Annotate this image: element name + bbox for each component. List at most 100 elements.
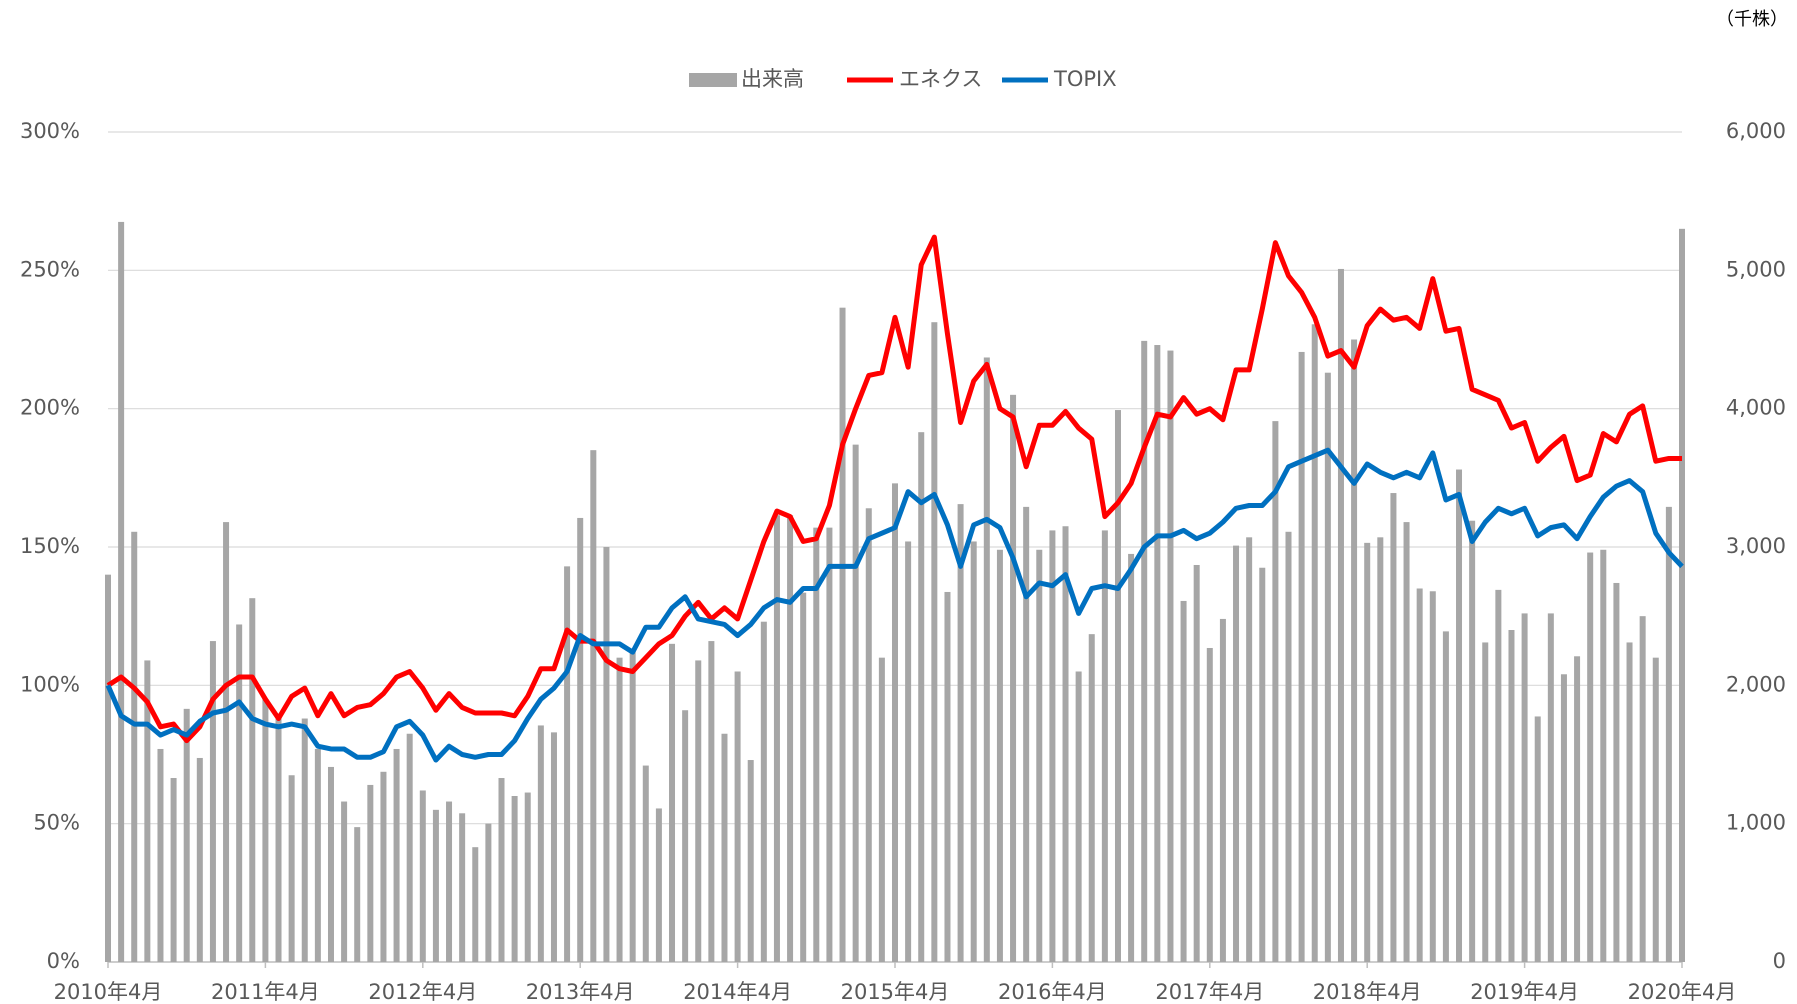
bar <box>773 515 780 962</box>
bar <box>1167 350 1174 963</box>
y2-tick-label: 1,000 <box>1726 811 1786 835</box>
y-tick-label: 250% <box>20 257 80 281</box>
bar <box>118 221 125 962</box>
bar <box>931 322 938 962</box>
y2-tick-label: 3,000 <box>1726 534 1786 558</box>
legend-label: 出来高 <box>741 67 804 91</box>
bar <box>419 790 426 962</box>
line <box>106 234 1682 744</box>
y-tick-label: 100% <box>20 672 80 696</box>
bar <box>131 531 138 962</box>
bar <box>1101 530 1108 962</box>
bar <box>157 748 164 962</box>
bar <box>196 757 203 962</box>
bar <box>957 504 964 962</box>
bar <box>865 508 872 962</box>
bar <box>1023 506 1030 962</box>
x-tick-label: 2019年4月 <box>1470 980 1579 1004</box>
y2-tick-label: 6,000 <box>1726 119 1786 143</box>
bar <box>564 566 571 962</box>
bar <box>747 760 754 962</box>
bar <box>1521 613 1528 962</box>
bar <box>288 775 295 962</box>
bar <box>406 733 413 962</box>
bar <box>249 598 256 962</box>
bar <box>983 357 990 962</box>
bar <box>1062 526 1069 962</box>
bar <box>327 766 334 962</box>
bar <box>1508 630 1515 962</box>
bar <box>682 710 689 962</box>
bar <box>209 641 216 962</box>
bar <box>616 657 623 962</box>
bar <box>1233 545 1240 962</box>
bar <box>432 809 439 962</box>
bar <box>1193 564 1200 962</box>
x-tick-label: 2020年4月 <box>1628 980 1737 1004</box>
bar <box>590 450 597 962</box>
bar <box>996 549 1003 962</box>
y-tick-label: 300% <box>20 119 80 143</box>
bar <box>1219 618 1226 962</box>
bar <box>892 483 898 962</box>
bar <box>905 541 912 962</box>
bar <box>275 714 282 962</box>
bar <box>1128 553 1135 962</box>
bar <box>1429 591 1436 962</box>
bar <box>524 792 531 962</box>
x-tick-label: 2015年4月 <box>841 980 950 1004</box>
bar <box>708 641 715 962</box>
bar <box>537 725 544 962</box>
bar <box>1324 372 1331 962</box>
bar <box>1206 647 1213 962</box>
x-tick-label: 2014年4月 <box>683 980 792 1004</box>
bar <box>1626 642 1633 962</box>
y2-tick-label: 5,000 <box>1726 257 1786 281</box>
bar <box>223 522 230 962</box>
bar <box>183 708 190 962</box>
bar <box>629 650 636 962</box>
y2-tick-label: 0 <box>1773 949 1786 973</box>
bar <box>721 733 728 962</box>
bar <box>669 643 676 962</box>
bar <box>105 574 111 962</box>
line <box>105 447 1684 763</box>
bar <box>341 801 348 962</box>
bar <box>970 541 977 962</box>
bar <box>1010 394 1017 962</box>
bar <box>1574 656 1581 962</box>
bar <box>393 748 400 962</box>
y-tick-label: 150% <box>20 534 80 558</box>
bar <box>852 444 859 963</box>
bar <box>1298 351 1305 962</box>
bar <box>1075 671 1082 962</box>
bar <box>236 624 243 962</box>
bar <box>380 771 387 962</box>
x-tick-label: 2016年4月 <box>998 980 1107 1004</box>
bar <box>1469 520 1476 962</box>
bar <box>1088 634 1095 962</box>
bar <box>1547 613 1554 962</box>
bar <box>878 657 885 962</box>
bar <box>1639 616 1646 962</box>
bar <box>1311 324 1318 962</box>
bar <box>787 515 794 962</box>
bar <box>839 307 846 962</box>
bar <box>485 823 492 962</box>
bar <box>262 699 269 962</box>
bar <box>826 527 833 962</box>
bar <box>498 778 505 962</box>
bar <box>1665 506 1672 962</box>
bar <box>1036 549 1043 962</box>
bar <box>577 517 584 962</box>
legend-label: エネクス <box>899 67 982 91</box>
x-tick-label: 2018年4月 <box>1313 980 1422 1004</box>
x-tick-label: 2011年4月 <box>211 980 320 1004</box>
bar <box>1679 228 1685 963</box>
bar <box>354 827 361 962</box>
bar <box>603 547 610 962</box>
bar <box>1534 716 1541 962</box>
bar <box>1587 552 1594 962</box>
bar <box>695 660 702 962</box>
x-tick-label: 2012年4月 <box>368 980 477 1004</box>
